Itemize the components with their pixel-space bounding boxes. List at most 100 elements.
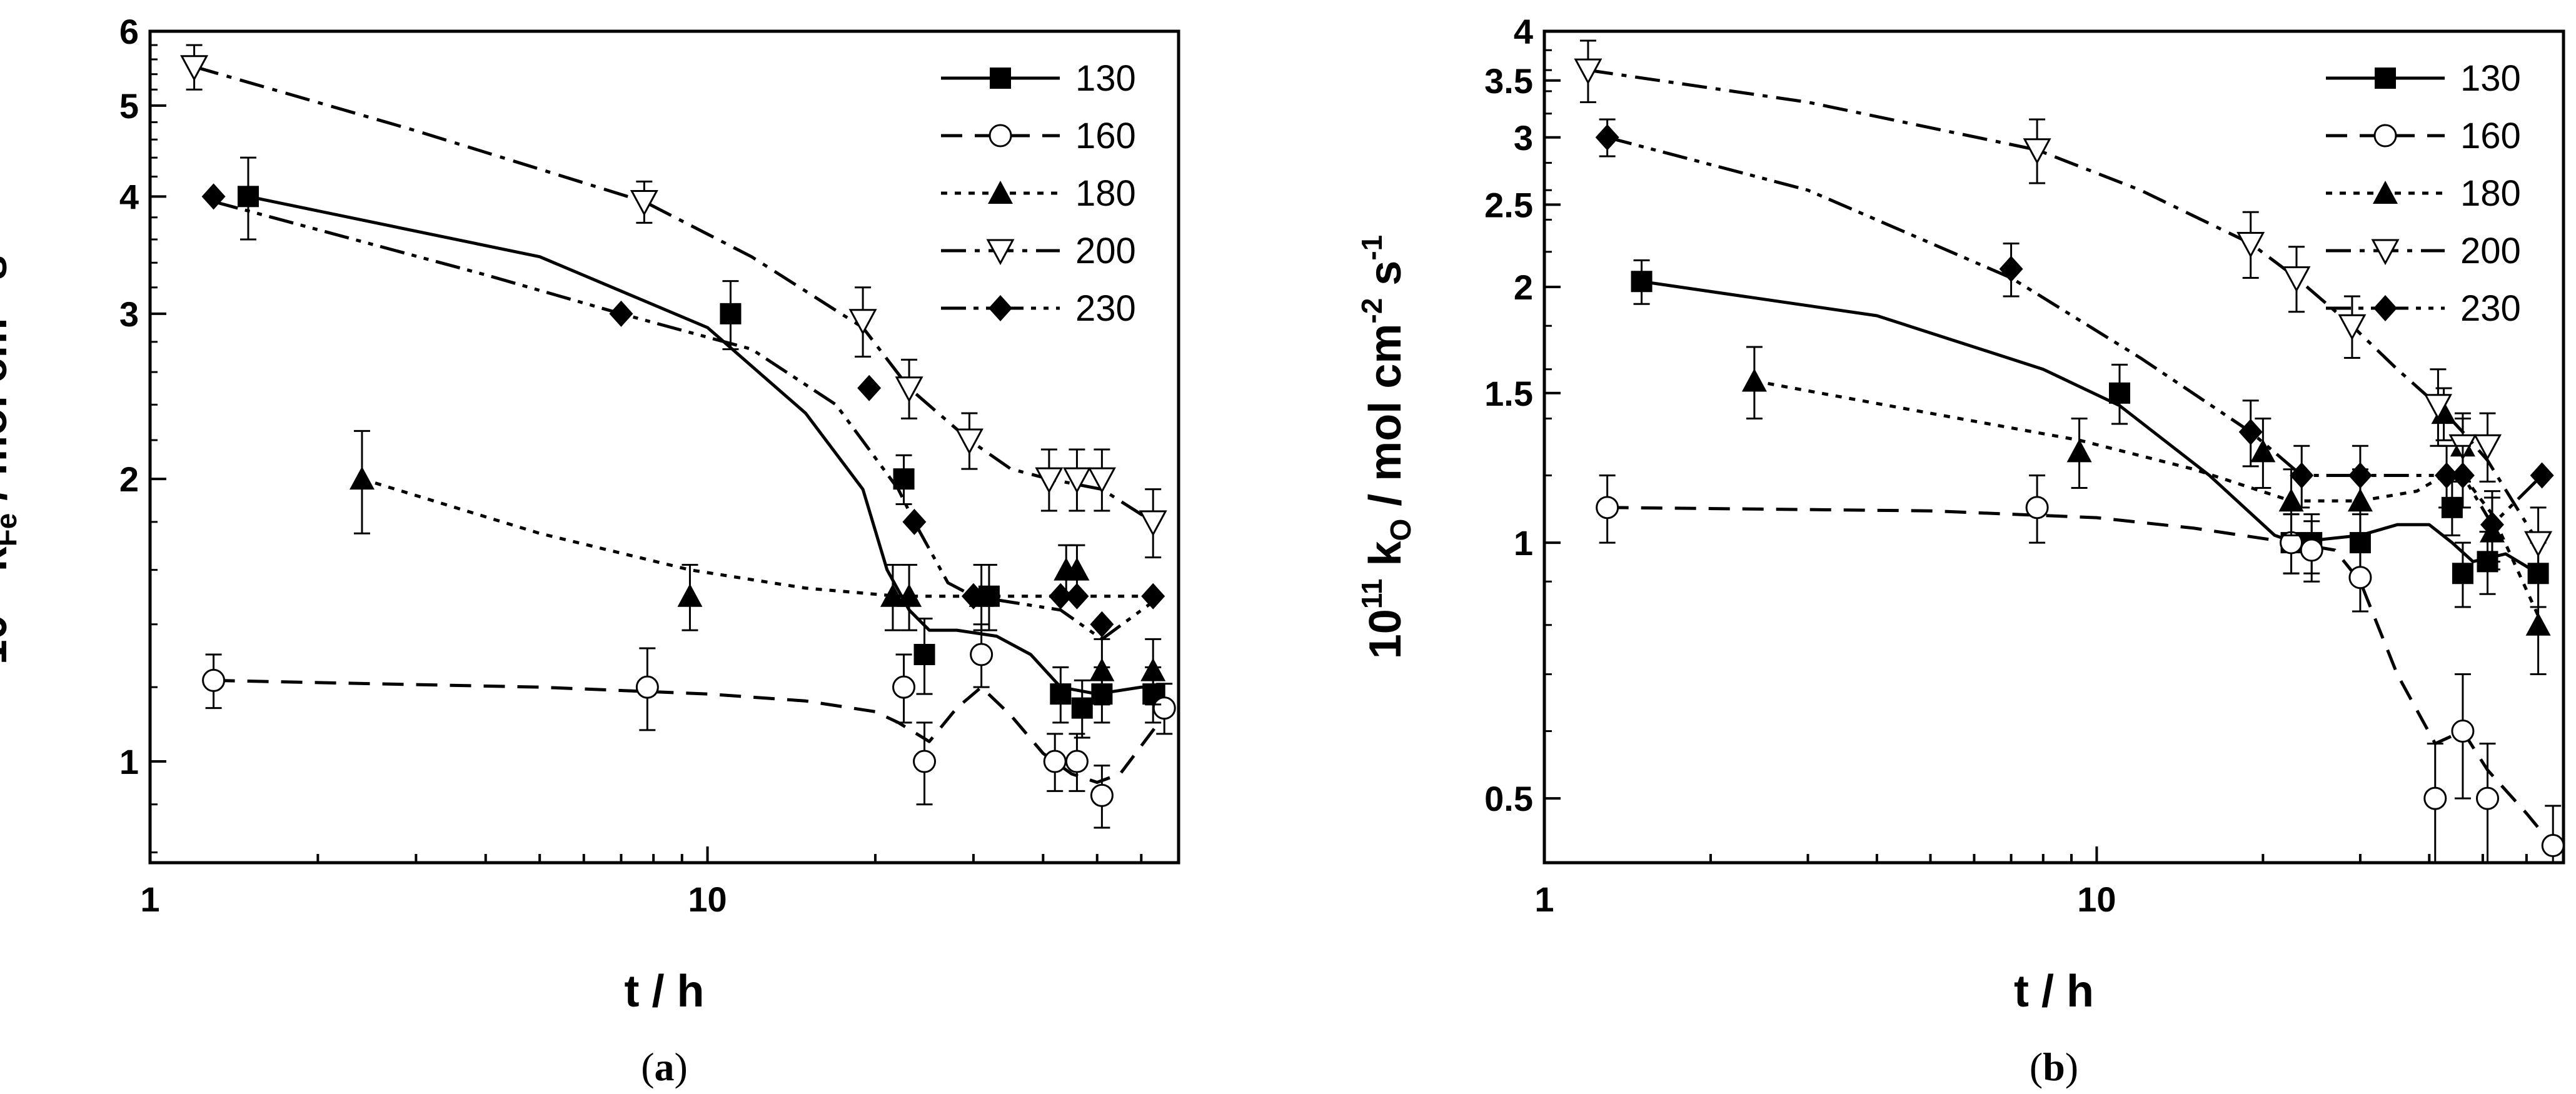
data-point-a-160 bbox=[892, 675, 916, 699]
series-b-200 bbox=[1574, 39, 2553, 583]
data-point-a-200 bbox=[630, 190, 658, 216]
data-group-a bbox=[180, 44, 1176, 829]
data-point-b-160 bbox=[2025, 496, 2049, 519]
data-point-a-200 bbox=[848, 309, 877, 335]
data-point-b-160 bbox=[2423, 786, 2447, 810]
legend-marker-a-230 bbox=[989, 295, 1012, 321]
data-point-a-200 bbox=[955, 428, 984, 455]
data-point-b-130 bbox=[2108, 382, 2130, 404]
data-point-a-160 bbox=[913, 750, 937, 773]
series-a-230 bbox=[201, 183, 1165, 641]
chart-panel-a: 1 10 1 2 3 4 5 6 t / h 1011 kFe / mol cm-2 s-1 130… bbox=[0, 12, 1180, 1089]
caption-paren-open-b: ( bbox=[2030, 1045, 2043, 1089]
panel-caption-a: (a) bbox=[641, 1045, 688, 1089]
y-tick-label-a-3: 4 bbox=[119, 177, 139, 216]
data-point-a-180 bbox=[897, 583, 922, 607]
legend-label-b-180: 180 bbox=[2460, 173, 2521, 214]
series-b-130 bbox=[1631, 259, 2549, 608]
data-point-b-160 bbox=[1596, 496, 1619, 519]
data-group-b bbox=[1574, 39, 2563, 863]
data-point-b-180 bbox=[1741, 368, 1767, 392]
data-point-b-180 bbox=[2066, 439, 2092, 463]
data-point-a-130 bbox=[720, 303, 742, 324]
x-axis-label-b: t / h bbox=[2014, 966, 2094, 1016]
legend-label-a-130: 130 bbox=[1075, 58, 1136, 99]
x-tick-label-a-0: 1 bbox=[140, 880, 159, 919]
series-b-230 bbox=[1595, 118, 2554, 563]
data-point-b-230 bbox=[2480, 511, 2504, 538]
x-axis-label-a: t / h bbox=[625, 966, 705, 1016]
data-point-b-200 bbox=[2473, 434, 2502, 461]
series-a-130 bbox=[237, 156, 1164, 739]
data-point-b-230 bbox=[2435, 462, 2459, 489]
y-label-s-a: s bbox=[0, 255, 16, 293]
legend-label-b-200: 200 bbox=[2460, 231, 2521, 271]
y-axis-label-b: 1011 kO / mol cm-2 s-1 bbox=[1356, 235, 1417, 660]
series-line-a-180 bbox=[361, 477, 1154, 598]
y-label-sup-b: 11 bbox=[1356, 579, 1388, 610]
data-point-a-230 bbox=[201, 183, 226, 210]
y-label-s-b: s bbox=[1361, 261, 1411, 298]
data-point-b-230 bbox=[2348, 462, 2372, 489]
y-axis-label-a: 1011 kFe / mol cm-2 s-1 bbox=[0, 229, 23, 665]
y-tick-label-a-1: 2 bbox=[119, 459, 139, 499]
series-line-b-200 bbox=[1587, 68, 2540, 544]
x-tick-label-b-0: 1 bbox=[1534, 880, 1554, 919]
data-point-b-160 bbox=[2300, 538, 2323, 562]
series-a-160 bbox=[202, 623, 1176, 829]
data-point-b-160 bbox=[2541, 834, 2563, 858]
y-label-sup3-b: -1 bbox=[1356, 235, 1388, 261]
data-point-a-160 bbox=[1065, 750, 1089, 773]
data-point-b-160 bbox=[2348, 566, 2372, 590]
y-tick-label-b-6: 3.5 bbox=[1484, 61, 1533, 101]
legend-label-b-130: 130 bbox=[2460, 58, 2521, 99]
legend-label-a-160: 160 bbox=[1075, 116, 1136, 156]
legend-marker-a-180 bbox=[988, 181, 1013, 204]
caption-paren-close-a: ) bbox=[675, 1045, 688, 1089]
data-point-a-180 bbox=[1089, 658, 1115, 681]
data-point-b-160 bbox=[2476, 786, 2500, 810]
caption-letter-a: a bbox=[655, 1045, 675, 1089]
data-point-a-230 bbox=[902, 508, 927, 535]
y-tick-label-a-2: 3 bbox=[119, 294, 139, 334]
data-point-b-230 bbox=[2450, 462, 2475, 489]
data-point-a-180 bbox=[880, 583, 905, 607]
data-point-b-130 bbox=[1631, 271, 1653, 293]
legend-label-a-200: 200 bbox=[1075, 231, 1136, 271]
data-point-a-230 bbox=[1090, 611, 1114, 638]
legend-label-a-180: 180 bbox=[1075, 173, 1136, 214]
data-point-b-200 bbox=[2423, 394, 2452, 420]
series-line-b-230 bbox=[1607, 136, 2543, 526]
data-point-a-230 bbox=[609, 300, 633, 327]
plot-frame-a bbox=[148, 29, 1180, 865]
panel-caption-b: (b) bbox=[2030, 1045, 2078, 1089]
plot-frame-b bbox=[1542, 29, 2565, 865]
y-label-k-a: k bbox=[0, 546, 16, 584]
y-label-sub-a: Fe bbox=[0, 513, 23, 547]
series-line-a-160 bbox=[213, 678, 1166, 784]
y-tick-label-b-4: 2.5 bbox=[1484, 185, 1533, 224]
data-point-a-230 bbox=[961, 583, 985, 610]
data-point-a-160 bbox=[970, 643, 994, 666]
data-point-a-230 bbox=[1065, 583, 1089, 610]
data-point-a-200 bbox=[1035, 467, 1064, 494]
series-b-160 bbox=[1596, 474, 2563, 863]
series-line-b-160 bbox=[1607, 506, 2555, 847]
legend-marker-b-230 bbox=[2373, 295, 2397, 321]
data-point-a-200 bbox=[1062, 467, 1091, 494]
y-tick-label-a-4: 5 bbox=[119, 86, 139, 126]
caption-letter-b: b bbox=[2043, 1045, 2065, 1089]
legend-marker-a-130 bbox=[990, 68, 1011, 89]
series-line-a-130 bbox=[248, 194, 1161, 696]
data-point-a-160 bbox=[1090, 783, 1114, 807]
data-point-a-160 bbox=[1152, 696, 1176, 720]
y-tick-label-b-7: 4 bbox=[1514, 12, 1533, 51]
data-point-b-180 bbox=[2525, 612, 2551, 636]
y-tick-label-b-1: 1 bbox=[1514, 523, 1533, 563]
legend-marker-b-130 bbox=[2375, 68, 2396, 89]
data-point-a-200 bbox=[1087, 467, 1116, 494]
legend-marker-a-200 bbox=[986, 239, 1015, 266]
data-point-b-200 bbox=[2236, 232, 2265, 258]
data-point-a-200 bbox=[180, 55, 209, 81]
data-point-a-180 bbox=[1064, 557, 1090, 581]
